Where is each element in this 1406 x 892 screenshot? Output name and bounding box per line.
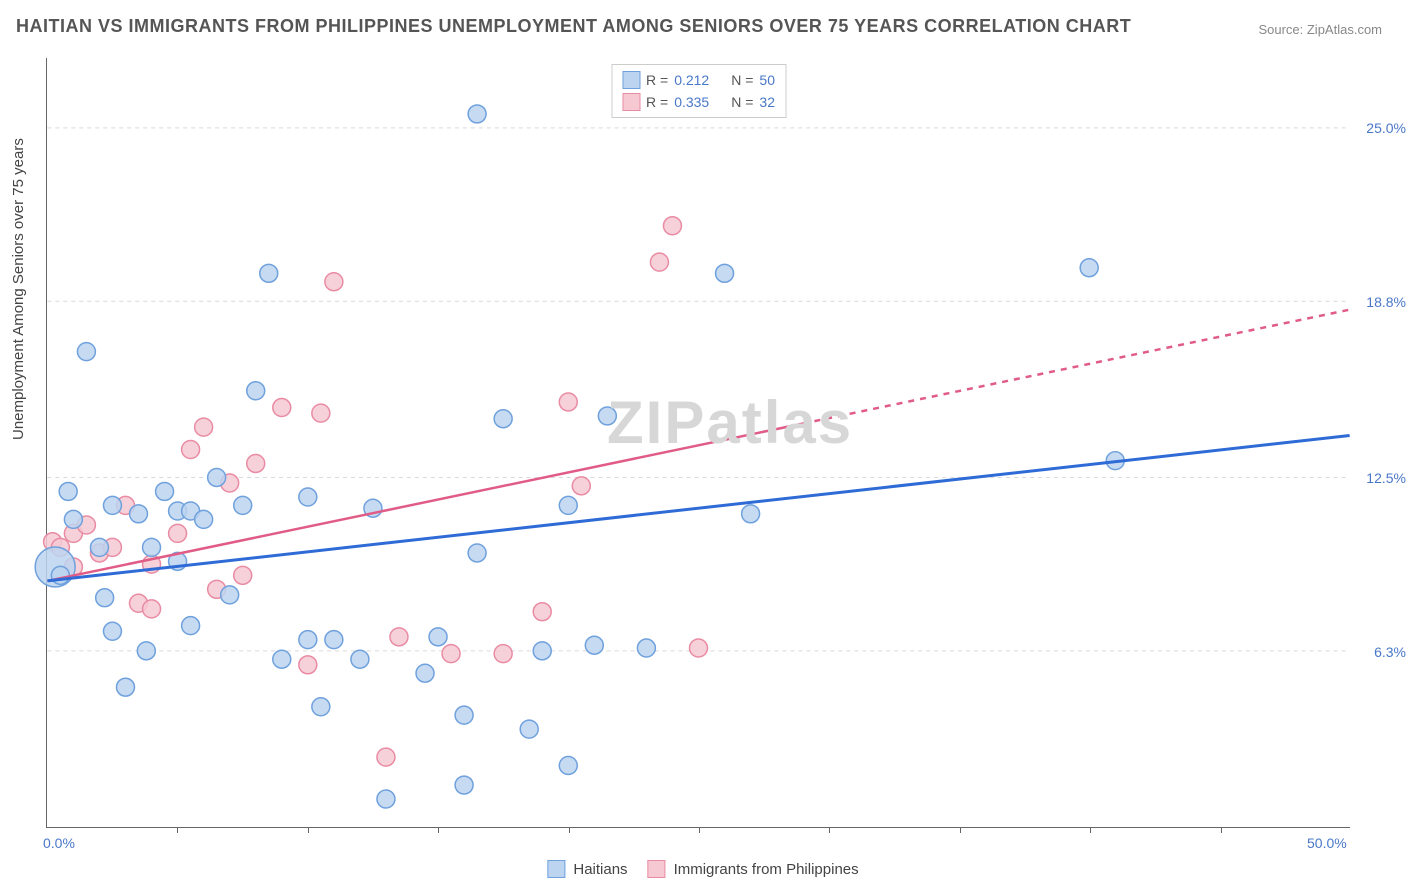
legend-stats-row: R = 0.335 N = 32 xyxy=(622,91,775,113)
x-tick-mark xyxy=(569,827,570,833)
n-label: N = xyxy=(731,69,753,91)
legend-series: Haitians Immigrants from Philippines xyxy=(547,860,858,878)
x-tick-mark xyxy=(960,827,961,833)
legend-stats: R = 0.212 N = 50 R = 0.335 N = 32 xyxy=(611,64,786,118)
source-label: Source: ZipAtlas.com xyxy=(1258,22,1382,37)
x-tick-mark xyxy=(438,827,439,833)
y-tick-label: 18.8% xyxy=(1366,294,1406,310)
y-tick-label: 25.0% xyxy=(1366,120,1406,136)
legend-swatch-haitians xyxy=(547,860,565,878)
chart-title: HAITIAN VS IMMIGRANTS FROM PHILIPPINES U… xyxy=(16,16,1131,37)
legend-label-philippines: Immigrants from Philippines xyxy=(674,861,859,878)
y-tick-label: 6.3% xyxy=(1374,644,1406,660)
n-value-philippines: 32 xyxy=(759,91,775,113)
legend-swatch-philippines xyxy=(622,93,640,111)
r-value-haitians: 0.212 xyxy=(674,69,709,91)
plot-area: ZIPatlas R = 0.212 N = 50 R = 0.335 N = … xyxy=(46,58,1350,828)
legend-label-haitians: Haitians xyxy=(573,861,627,878)
legend-item-philippines: Immigrants from Philippines xyxy=(648,860,859,878)
r-label: R = xyxy=(646,69,668,91)
x-tick-label: 50.0% xyxy=(1307,835,1347,851)
chart-container: HAITIAN VS IMMIGRANTS FROM PHILIPPINES U… xyxy=(0,0,1406,892)
x-tick-mark xyxy=(177,827,178,833)
legend-stats-row: R = 0.212 N = 50 xyxy=(622,69,775,91)
n-value-haitians: 50 xyxy=(759,69,775,91)
y-tick-label: 12.5% xyxy=(1366,470,1406,486)
legend-item-haitians: Haitians xyxy=(547,860,627,878)
x-tick-mark xyxy=(1221,827,1222,833)
plot-svg xyxy=(47,58,1350,827)
x-tick-label: 0.0% xyxy=(43,835,75,851)
r-value-philippines: 0.335 xyxy=(674,91,709,113)
x-tick-mark xyxy=(699,827,700,833)
r-label: R = xyxy=(646,91,668,113)
legend-swatch-philippines xyxy=(648,860,666,878)
x-tick-mark xyxy=(1090,827,1091,833)
x-tick-mark xyxy=(308,827,309,833)
y-axis-label: Unemployment Among Seniors over 75 years xyxy=(10,138,27,440)
legend-swatch-haitians xyxy=(622,71,640,89)
n-label: N = xyxy=(731,91,753,113)
x-tick-mark xyxy=(829,827,830,833)
